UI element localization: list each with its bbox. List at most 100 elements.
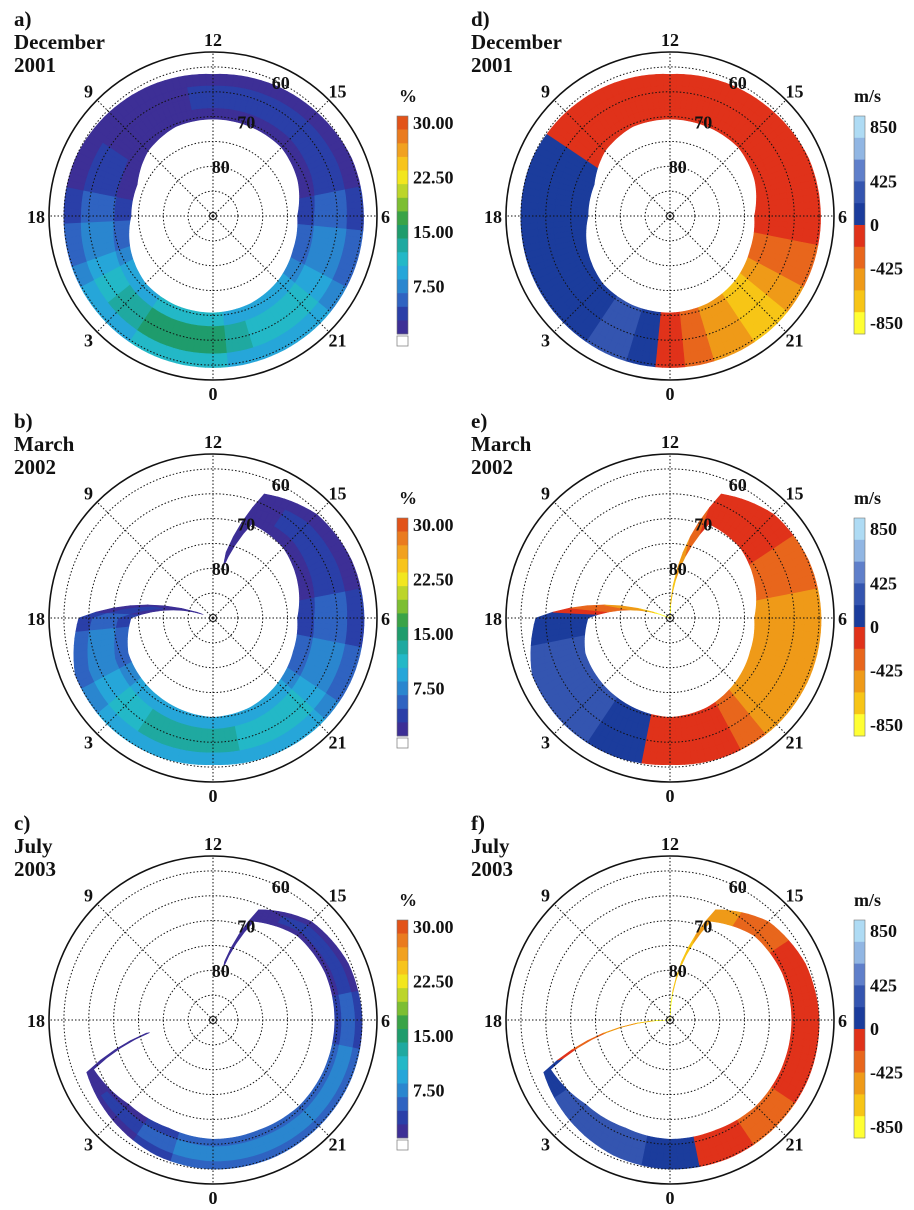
mlt-label: 21	[329, 331, 347, 351]
data-cell	[662, 339, 671, 355]
panel-e: 12 9 6 3 0 21 18 15 60 70 80 m/s 850 425 0 -425 -850 e) Ma…	[457, 406, 914, 808]
panel-year: 2001	[14, 53, 56, 77]
colorbar-swatch	[397, 238, 408, 253]
mlt-line	[212, 903, 330, 1021]
data-cell	[333, 1007, 342, 1015]
data-cell	[354, 1012, 363, 1021]
colorbar-swatch	[396, 1139, 409, 1151]
data-cell	[655, 1152, 664, 1162]
data-cell	[76, 617, 93, 626]
data-cell	[787, 215, 805, 223]
data-cell	[225, 1152, 235, 1162]
data-cell	[537, 221, 555, 230]
data-cell	[113, 215, 132, 222]
colorbar-swatch	[397, 681, 408, 696]
lat-label: 60	[729, 877, 747, 897]
data-cell	[200, 1137, 208, 1147]
data-cell	[218, 728, 226, 742]
colorbar-swatch	[397, 960, 408, 975]
lat-circle	[545, 91, 795, 341]
lat-circle	[520, 870, 820, 1170]
data-cell	[791, 1013, 799, 1021]
data-cell	[114, 1040, 132, 1051]
mlt-label: 9	[541, 82, 550, 102]
data-cell	[787, 202, 805, 211]
mlt-line	[669, 99, 787, 217]
data-cell	[681, 1137, 689, 1147]
data-cell	[218, 1145, 227, 1155]
data-cell	[810, 1033, 819, 1043]
data-cell	[230, 934, 240, 950]
plot-boundary	[48, 855, 378, 1185]
mlt-label: 6	[381, 609, 390, 629]
colorbar-swatch	[854, 1029, 865, 1052]
colorbar-swatch	[854, 246, 865, 269]
mlt-label: 0	[666, 786, 675, 806]
data-cell	[798, 1013, 806, 1021]
mlt-label: 18	[484, 609, 502, 629]
data-cell	[217, 715, 225, 730]
colorbar-tick-label: -850	[870, 1117, 903, 1137]
data-cell	[804, 1012, 813, 1021]
data-cell	[354, 1019, 363, 1028]
colorbar-tick-label: 22.50	[413, 167, 454, 187]
mlt-label: 15	[329, 484, 347, 504]
data-cell	[333, 1000, 342, 1009]
data-cell	[212, 752, 221, 766]
data-cell	[198, 1152, 207, 1162]
data-cell	[354, 1026, 363, 1035]
colorbar-swatch	[397, 518, 408, 532]
data-cell	[207, 716, 214, 730]
plot-boundary	[505, 51, 835, 381]
mlt-label: 12	[661, 834, 679, 854]
lat-label: 70	[694, 112, 712, 132]
colorbar-swatch	[397, 156, 408, 171]
data-cell	[546, 617, 563, 625]
data-cell	[662, 1153, 671, 1162]
colorbar-swatch	[854, 985, 865, 1008]
data-cell	[803, 215, 821, 224]
data-cell	[803, 1032, 813, 1042]
panel-label: e)	[471, 409, 488, 433]
colorbar-swatch	[397, 654, 408, 669]
mlt-label: 15	[329, 886, 347, 906]
data-cell	[218, 325, 226, 341]
data-cell	[520, 215, 539, 224]
data-cell	[662, 1160, 671, 1170]
colorbar-swatch	[397, 293, 408, 307]
colorbar-swatch	[397, 1001, 408, 1016]
data-cell	[346, 602, 365, 612]
data-cell	[655, 73, 664, 87]
colorbar-swatch	[397, 1083, 408, 1098]
lat-label: 80	[669, 559, 687, 579]
colorbar-swatch	[397, 640, 408, 655]
data-cell	[340, 1006, 349, 1015]
data-cell	[330, 209, 348, 217]
colorbar-swatch	[397, 613, 408, 628]
mlt-label: 12	[204, 432, 222, 452]
mlt-label: 3	[84, 331, 93, 351]
mlt-line	[212, 99, 330, 217]
data-cell	[313, 611, 332, 619]
colorbar-swatch	[397, 531, 408, 546]
colorbar-tick-label: 30.00	[413, 113, 454, 133]
data-cell	[675, 339, 684, 355]
grid	[49, 856, 377, 1184]
mlt-label: 3	[541, 1135, 550, 1155]
colorbar-frame	[853, 919, 866, 1139]
data-cell	[664, 107, 671, 120]
data-cell	[669, 752, 678, 766]
colorbar-swatch	[397, 627, 408, 641]
colorbar-unit: %	[399, 488, 417, 508]
mlt-label: 21	[786, 331, 804, 351]
mlt-label: 9	[84, 484, 93, 504]
data-cell	[351, 990, 360, 1000]
colorbar-swatch	[397, 988, 408, 1002]
mlt-line	[212, 501, 330, 619]
colorbar-swatch	[397, 1015, 408, 1030]
data-cell	[635, 1020, 654, 1024]
mlt-label: 18	[484, 207, 502, 227]
data-cell	[212, 96, 220, 109]
colorbar-swatch	[397, 1056, 408, 1071]
mlt-line	[212, 215, 330, 333]
